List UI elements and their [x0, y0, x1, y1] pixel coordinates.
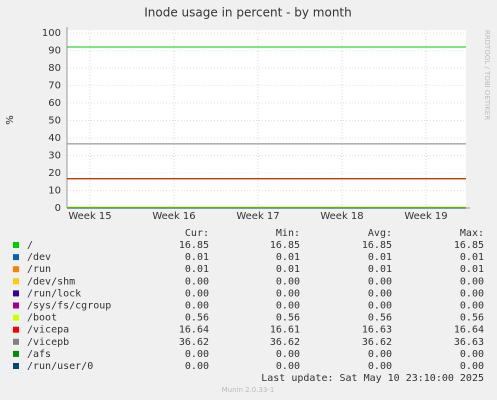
y-tick-label: 100: [42, 28, 61, 39]
legend-label: /vicepa: [27, 325, 69, 336]
legend-value: 0.00: [276, 349, 300, 360]
legend-swatch: [13, 338, 19, 345]
legend-value: 16.64: [454, 325, 484, 336]
column-header: Cur:: [185, 228, 209, 239]
legend-value: 0.00: [185, 361, 209, 372]
y-tick-label: 80: [48, 63, 61, 74]
legend-label: /dev: [27, 252, 51, 263]
legend-label: /dev/shm: [27, 276, 75, 287]
legend-value: 0.00: [460, 276, 484, 287]
legend-value: 0.00: [368, 288, 392, 299]
legend-swatch: [13, 242, 19, 248]
legend-label: /vicepb: [27, 337, 69, 348]
column-header: Max:: [460, 228, 484, 239]
legend-swatch: [13, 326, 19, 333]
legend-value: 36.62: [179, 337, 209, 348]
legend-value: 16.85: [362, 240, 392, 251]
legend-swatch: [13, 254, 19, 261]
legend-value: 0.00: [368, 361, 392, 372]
legend-value: 0.00: [368, 276, 392, 287]
side-text: RRDTOOL / TOBI OETIKER: [483, 30, 491, 120]
legend-swatch: [13, 266, 19, 273]
legend-value: 16.63: [362, 325, 392, 336]
legend-swatch: [13, 350, 19, 357]
legend-swatch: [13, 290, 19, 297]
y-tick-label: 90: [48, 46, 61, 57]
y-tick-label: 0: [55, 203, 61, 214]
x-tick-label: Week 19: [404, 211, 447, 222]
legend-value: 0.00: [460, 301, 484, 312]
legend-value: 0.00: [276, 276, 300, 287]
legend-value: 0.56: [185, 313, 209, 324]
column-header: Min:: [276, 228, 300, 239]
legend-value: 36.63: [454, 337, 484, 348]
y-axis-label: %: [5, 115, 16, 125]
legend-value: 0.01: [368, 252, 392, 263]
legend-label: /boot: [27, 313, 57, 324]
legend-value: 0.56: [460, 313, 484, 324]
legend-swatch: [13, 302, 19, 309]
legend-label: /run: [27, 264, 51, 275]
legend-value: 0.01: [276, 252, 300, 263]
legend-value: 0.00: [185, 276, 209, 287]
legend-value: 0.01: [276, 264, 300, 275]
legend-value: 0.00: [460, 361, 484, 372]
column-header: Avg:: [368, 228, 392, 239]
legend-value: 0.00: [185, 301, 209, 312]
legend-value: 0.01: [185, 252, 209, 263]
y-tick-label: 70: [48, 81, 61, 92]
legend-value: 16.85: [179, 240, 209, 251]
legend-value: 36.62: [270, 337, 300, 348]
chart-title: Inode usage in percent - by month: [144, 6, 351, 20]
legend-value: 0.00: [185, 288, 209, 299]
legend-value: 0.00: [276, 301, 300, 312]
legend-label: /run/user/0: [27, 361, 93, 372]
legend-swatch: [13, 314, 19, 321]
legend-value: 0.01: [460, 264, 484, 275]
legend-value: 0.56: [276, 313, 300, 324]
legend-value: 0.01: [460, 252, 484, 263]
y-tick-label: 40: [48, 133, 61, 144]
legend-value: 0.56: [368, 313, 392, 324]
legend-value: 16.61: [270, 325, 300, 336]
x-tick-label: Week 16: [152, 211, 195, 222]
y-tick-label: 50: [48, 116, 61, 127]
legend-value: 0.01: [368, 264, 392, 275]
legend-label: /: [27, 240, 33, 251]
legend-value: 0.00: [276, 361, 300, 372]
legend-value: 0.00: [368, 349, 392, 360]
x-tick-label: Week 17: [236, 211, 279, 222]
y-tick-label: 10: [48, 186, 61, 197]
legend-value: 0.01: [185, 264, 209, 275]
y-tick-label: 20: [48, 168, 61, 179]
x-tick-label: Week 15: [68, 211, 111, 222]
legend-swatch: [13, 363, 19, 369]
last-update: Last update: Sat May 10 23:10:00 2025: [261, 373, 484, 384]
y-tick-label: 30: [48, 151, 61, 162]
legend-label: /run/lock: [27, 288, 81, 299]
legend-value: 0.00: [276, 288, 300, 299]
legend-value: 0.00: [185, 349, 209, 360]
legend-value: 0.00: [460, 288, 484, 299]
legend-value: 0.00: [460, 349, 484, 360]
plot-area: [67, 30, 466, 208]
legend-value: 16.85: [270, 240, 300, 251]
legend-swatch: [13, 278, 19, 285]
legend-value: 36.62: [362, 337, 392, 348]
legend-value: 16.64: [179, 325, 209, 336]
legend-label: /afs: [27, 349, 51, 360]
legend-value: 0.00: [368, 301, 392, 312]
footer: Munin 2.0.33-1: [222, 386, 275, 394]
y-tick-label: 60: [48, 98, 61, 109]
legend-label: /sys/fs/cgroup: [27, 301, 111, 312]
x-tick-label: Week 18: [320, 211, 363, 222]
legend-value: 16.85: [454, 240, 484, 251]
